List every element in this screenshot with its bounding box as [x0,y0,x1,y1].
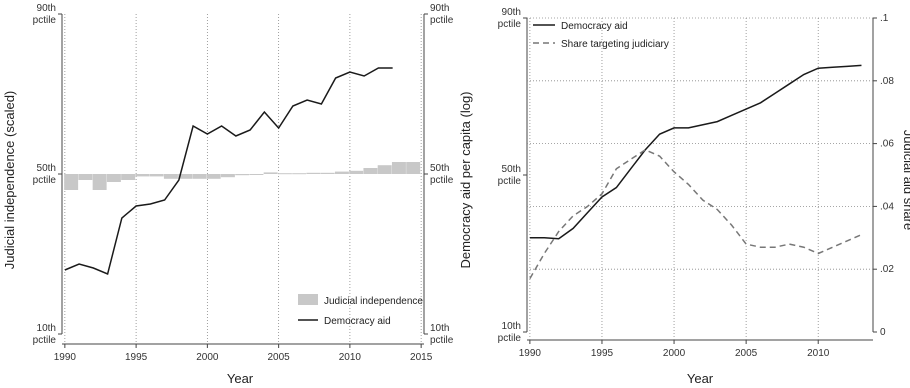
left-panel: Judicial independence (scaled) Democracy… [2,3,473,386]
judicial-independence-bar [149,174,164,177]
right-left-y-tick-label: pctile [498,176,522,187]
right-x-tick-label: 2005 [735,348,758,359]
right-y-tick-label: 0 [880,327,886,338]
right-left-y-tick-label: 90th [502,7,521,18]
left-y-tick-label: 50th [37,163,56,174]
judicial-independence-bar [249,174,264,175]
legend-label-share-targeting-judiciary: Share targeting judiciary [561,39,669,50]
judicial-independence-bar [135,174,150,177]
left-y-tick-label: 10th [37,323,56,334]
legend-label-democracy-aid-right: Democracy aid [561,21,628,32]
right-y-tick-label: .06 [880,139,894,150]
left-x-tick-label: 1995 [125,352,148,363]
judicial-independence-bar [78,174,93,180]
right-x-tick-label: 2000 [663,348,686,359]
judicial-independence-bar [334,171,349,174]
judicial-independence-bar [206,174,221,179]
right-x-tick-label: 1990 [519,348,542,359]
right-panel: Judicial aid share Year 0 .02 .04 .06 .08 .1 1… [498,7,910,386]
right-x-tick-label: 2010 [807,348,830,359]
left-y-tick-label: pctile [33,335,57,346]
judicial-independence-bar [391,162,406,174]
democracy-aid-line [64,67,393,276]
right-y-tick-label: .1 [880,13,889,24]
right-left-y-tick-label: pctile [498,333,522,344]
left-right-y-tick-label: 90th [430,3,449,14]
judicial-independence-bar [121,174,136,180]
right-y-axis-title: Judicial aid share [901,130,910,230]
left-y-tick-label: pctile [33,175,57,186]
share-targeting-judiciary-line [529,149,862,279]
judicial-independence-bar [320,172,335,174]
judicial-independence-bar [263,172,278,174]
judicial-independence-bar [64,174,79,190]
judicial-independence-bar [277,173,292,175]
left-y-axis-title: Judicial independence (scaled) [2,91,17,270]
judicial-independence-bar [235,174,250,176]
left-right-y-tick-label: pctile [430,335,454,346]
right-y-tick-label: .04 [880,201,894,212]
judicial-independence-bar [178,174,193,179]
judicial-independence-bar [163,174,178,179]
left-right-y-axis-title: Democracy aid per capita (log) [458,91,473,268]
judicial-independence-bar [349,170,364,174]
right-x-tick-label: 1995 [591,348,614,359]
left-right-y-tick-label: pctile [430,175,454,186]
judicial-independence-bar [292,173,307,175]
left-x-tick-label: 2005 [268,352,291,363]
left-right-y-tick-label: 50th [430,163,449,174]
judicial-independence-bar [306,172,321,174]
judicial-independence-bar [192,174,207,179]
judicial-independence-bar [377,165,392,174]
right-left-y-tick-label: pctile [498,19,522,30]
right-left-y-tick-label: 50th [502,164,521,175]
left-y-tick-label: pctile [33,15,57,26]
left-x-tick-label: 2000 [196,352,219,363]
left-x-tick-label: 2010 [339,352,362,363]
right-x-axis-title: Year [687,371,714,386]
judicial-independence-bar [406,162,421,174]
legend-label-judicial-independence: Judicial independence [324,296,423,307]
judicial-independence-bar [220,174,235,178]
left-right-y-tick-label: pctile [430,15,454,26]
right-y-tick-label: .02 [880,264,894,275]
left-right-y-tick-label: 10th [430,323,449,334]
democracy-aid-line-right [529,64,862,240]
legend-label-democracy-aid: Democracy aid [324,316,391,327]
right-y-tick-label: .08 [880,76,894,87]
right-left-y-tick-label: 10th [502,321,521,332]
left-y-tick-label: 90th [37,3,56,14]
judicial-independence-bar [106,174,121,182]
left-x-tick-label: 1990 [54,352,77,363]
legend-swatch-judicial-independence [298,294,318,305]
judicial-independence-bar [92,174,107,190]
judicial-independence-bar [363,168,378,174]
left-x-axis-title: Year [227,371,254,386]
left-x-tick-label: 2015 [410,352,433,363]
